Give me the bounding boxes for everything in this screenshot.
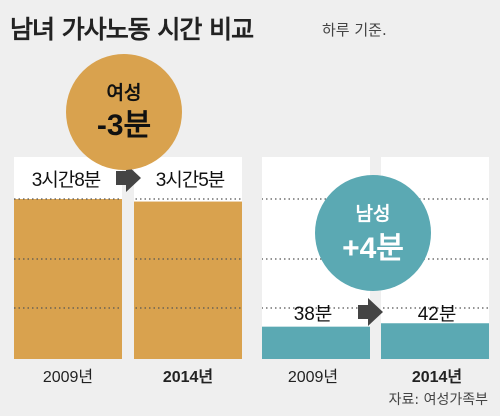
men-bar-2009 (262, 326, 370, 359)
women-arrow-icon (116, 164, 141, 192)
men-bar-2014 (381, 323, 489, 359)
men-year-label-1: 2014년 (412, 367, 462, 386)
men-2009-value: 38분 (294, 304, 333, 325)
women-year-label-0: 2009년 (43, 368, 93, 386)
women-bar-2009 (14, 199, 122, 359)
chart-subtitle: 하루 기준. (322, 21, 387, 39)
panel-gap (242, 157, 262, 361)
women-2014-value: 3시간5분 (156, 169, 225, 191)
source-note: 자료: 여성가족부 (388, 392, 488, 408)
women-bar-gap (122, 157, 134, 361)
men-year-label-0: 2009년 (288, 368, 338, 386)
chart-title: 남녀 가사노동 시간 비교 (10, 15, 254, 44)
women-2009-value: 3시간8분 (32, 169, 101, 191)
women-change-bubble (66, 54, 182, 170)
men-change-label: +4분 (342, 232, 404, 265)
men-2014-value: 42분 (418, 304, 457, 325)
women-bar-2014 (134, 201, 242, 359)
men-label: 남성 (356, 203, 391, 225)
women-change-label: -3분 (97, 109, 151, 142)
men-change-bubble (315, 175, 431, 291)
women-year-label-1: 2014년 (163, 367, 213, 386)
men-arrow-icon (358, 298, 383, 326)
women-label: 여성 (107, 82, 142, 104)
